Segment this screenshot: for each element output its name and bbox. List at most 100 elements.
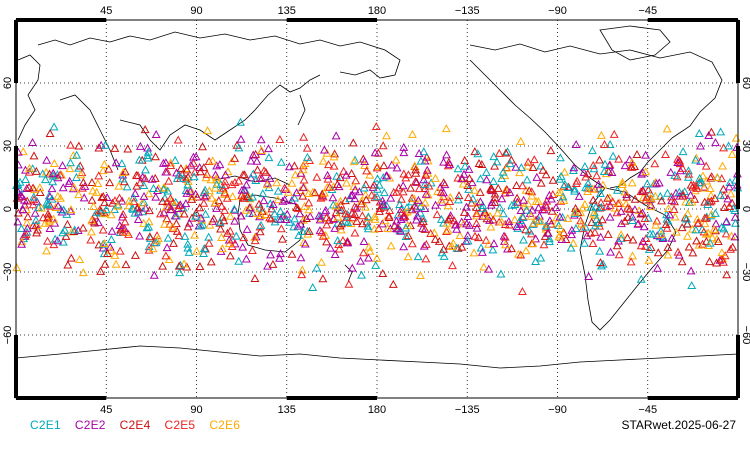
observation-marker <box>541 200 551 209</box>
observation-marker <box>230 239 240 248</box>
observation-marker <box>524 186 534 195</box>
observation-marker <box>60 225 70 234</box>
observation-marker <box>350 194 360 203</box>
observation-marker <box>182 165 192 174</box>
observation-marker <box>220 177 230 186</box>
observation-marker <box>322 213 331 222</box>
observation-marker <box>202 169 212 178</box>
observation-marker <box>87 216 97 225</box>
observation-marker <box>646 202 655 211</box>
observation-marker <box>536 253 546 262</box>
observation-marker <box>421 189 431 198</box>
observation-marker <box>239 233 249 242</box>
observation-marker <box>596 258 605 267</box>
observation-marker <box>47 184 57 193</box>
observation-marker <box>399 211 409 220</box>
observation-marker <box>17 237 27 246</box>
observation-marker <box>135 178 145 187</box>
observation-marker <box>445 159 455 168</box>
observation-marker <box>316 211 325 220</box>
observation-marker <box>220 205 230 214</box>
observation-marker <box>343 238 353 247</box>
observation-marker <box>467 198 477 207</box>
observation-marker <box>248 169 258 178</box>
observation-marker <box>457 174 467 183</box>
observation-marker <box>488 245 498 254</box>
observation-marker <box>472 209 482 218</box>
observation-marker <box>98 225 108 234</box>
observation-marker <box>75 255 85 264</box>
observation-marker <box>605 212 615 221</box>
coastline-segment <box>59 94 119 171</box>
observation-marker <box>280 183 290 192</box>
observation-marker <box>724 141 734 150</box>
observation-marker <box>331 201 341 210</box>
observation-marker <box>480 211 490 220</box>
observation-marker <box>256 135 266 144</box>
observation-marker <box>641 233 651 243</box>
observation-marker <box>305 211 315 220</box>
observation-marker <box>487 184 497 193</box>
observation-marker <box>544 190 554 199</box>
observation-marker <box>436 195 446 204</box>
observation-marker <box>339 166 349 175</box>
observation-marker <box>620 187 630 196</box>
observation-marker <box>230 153 240 162</box>
observation-marker <box>318 274 328 283</box>
observation-marker <box>124 196 134 205</box>
observation-marker <box>322 220 332 229</box>
observation-marker <box>240 185 250 194</box>
observation-marker <box>115 193 124 202</box>
observation-marker <box>526 211 536 220</box>
observation-marker <box>594 179 603 188</box>
observation-marker <box>115 221 125 230</box>
observation-marker <box>618 177 627 186</box>
observation-marker <box>276 206 285 215</box>
observation-marker <box>192 192 202 201</box>
observation-marker <box>696 141 705 150</box>
observation-marker <box>693 218 703 227</box>
observation-marker <box>184 247 194 256</box>
observation-marker <box>415 270 425 279</box>
observation-marker <box>691 155 701 164</box>
observation-marker <box>343 217 353 226</box>
observation-marker <box>192 246 202 255</box>
observation-marker <box>445 192 455 201</box>
observation-marker <box>227 235 237 244</box>
observation-marker <box>298 165 308 174</box>
observation-marker <box>555 212 565 221</box>
observation-marker <box>161 158 171 167</box>
observation-marker <box>519 195 529 204</box>
observation-marker <box>220 189 230 198</box>
observation-marker <box>335 206 345 215</box>
observation-marker <box>268 259 278 268</box>
observation-marker <box>117 212 127 221</box>
observation-marker <box>669 205 679 214</box>
observation-marker <box>518 181 527 190</box>
observation-marker <box>334 240 344 249</box>
observation-marker <box>185 184 195 193</box>
observation-marker <box>335 221 345 230</box>
observation-marker <box>663 242 673 251</box>
observation-marker <box>108 198 117 207</box>
observation-marker <box>586 202 596 211</box>
observation-marker <box>684 197 694 206</box>
observation-marker <box>359 183 369 192</box>
observation-marker <box>212 175 221 184</box>
observation-marker <box>528 163 538 172</box>
observation-marker <box>296 219 306 228</box>
observation-marker <box>478 201 488 210</box>
observation-marker <box>360 156 370 165</box>
observation-marker <box>106 234 116 243</box>
observation-marker <box>505 187 515 196</box>
observation-marker <box>603 229 613 238</box>
observation-marker <box>264 144 273 153</box>
observation-marker <box>516 136 526 145</box>
observation-marker <box>379 161 389 170</box>
observation-marker <box>502 163 512 172</box>
observation-marker <box>627 178 637 187</box>
observation-marker <box>122 182 132 191</box>
observation-marker <box>290 170 300 179</box>
observation-marker <box>37 203 46 212</box>
observation-marker <box>430 173 440 182</box>
